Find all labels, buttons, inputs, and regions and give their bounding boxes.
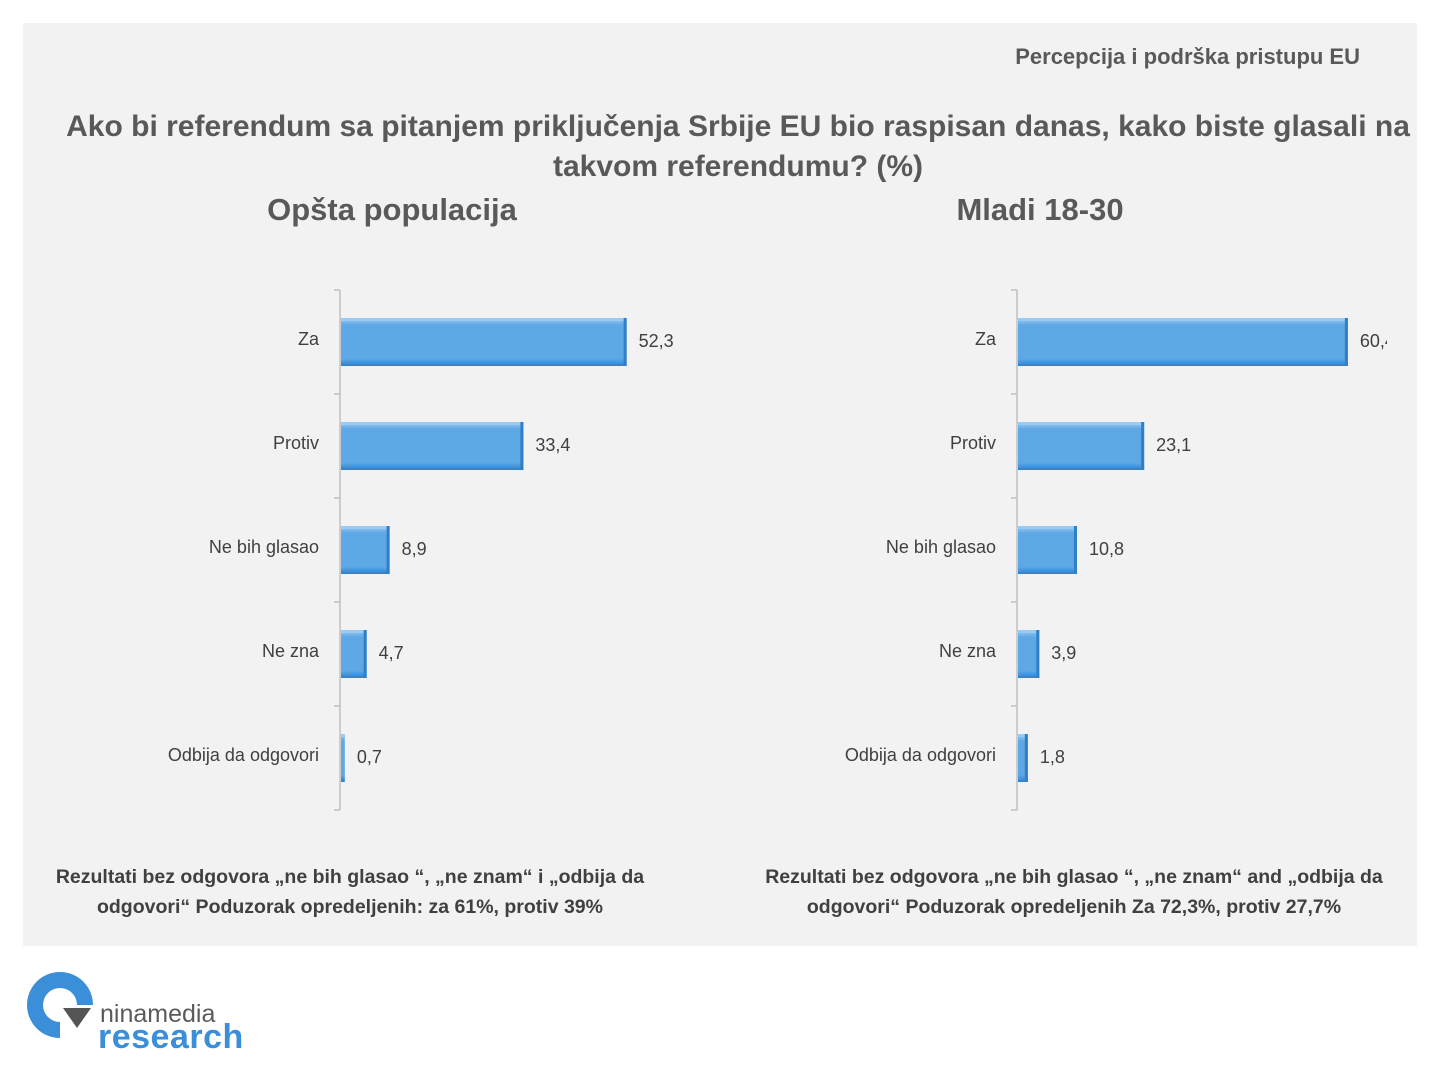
- ninamedia-logo-icon: [27, 972, 100, 1045]
- bar: [341, 630, 367, 678]
- category-label: Ne bih glasao: [886, 537, 996, 557]
- chart-title-youth: Mladi 18-30: [956, 192, 1124, 227]
- bar-highlight: [1018, 422, 1145, 425]
- section-label: Percepcija i podrška pristupu EU: [1015, 44, 1360, 69]
- bar-highlight: [341, 526, 390, 529]
- bar-edge: [1024, 734, 1028, 782]
- bar-edge: [1036, 630, 1040, 678]
- bar: [1018, 734, 1028, 782]
- data-label: 0,7: [357, 747, 382, 767]
- bar-edge: [1344, 318, 1348, 366]
- bar: [341, 734, 345, 782]
- category-label: Ne zna: [262, 641, 320, 661]
- chart-panel: Percepcija i podrška pristupu EU Ako bi …: [23, 23, 1417, 946]
- bar: [341, 526, 390, 574]
- page-title: Ako bi referendum sa pitanjem priključen…: [66, 110, 1410, 183]
- bar: [1018, 318, 1348, 366]
- bar-highlight: [1018, 318, 1348, 321]
- bar-edge: [1073, 526, 1077, 574]
- data-label: 10,8: [1089, 539, 1124, 559]
- bar: [341, 422, 524, 470]
- bar-edge: [623, 318, 627, 366]
- data-label: 33,4: [535, 435, 570, 455]
- bar: [1018, 630, 1040, 678]
- footnote-general-population: Rezultati bez odgovora „ne bih glasao “,…: [55, 866, 645, 918]
- category-label: Za: [298, 329, 320, 349]
- bar-highlight: [1018, 734, 1028, 737]
- category-label: Za: [975, 329, 997, 349]
- bar-highlight: [341, 422, 524, 425]
- bar-highlight: [341, 318, 627, 321]
- bar-chart-general-population: Za 52,3 Protiv 33,4 Ne bih glasao 8,9 Ne zna 4,…: [168, 289, 674, 811]
- logo-brand-text: ninamedia: [100, 1000, 216, 1028]
- bar: [341, 318, 627, 366]
- bar: [1018, 526, 1077, 574]
- category-label: Odbija da odgovori: [168, 745, 319, 765]
- category-label: Odbija da odgovori: [845, 745, 996, 765]
- bar-edge: [520, 422, 524, 470]
- category-label: Protiv: [273, 433, 319, 453]
- bar-highlight: [1018, 630, 1040, 633]
- bar-highlight: [1018, 526, 1077, 529]
- bar: [1018, 422, 1145, 470]
- data-label: 4,7: [379, 643, 404, 663]
- data-label: 52,3: [639, 331, 674, 351]
- data-label: 3,9: [1051, 643, 1076, 663]
- footnote-youth: Rezultati bez odgovora „ne bih glasao “,…: [765, 866, 1383, 918]
- logo-research-text: research: [98, 1018, 244, 1056]
- category-label: Ne zna: [939, 641, 997, 661]
- bar-edge: [386, 526, 390, 574]
- bar-edge: [363, 630, 367, 678]
- data-label: 60,4: [1360, 331, 1387, 351]
- data-label: 8,9: [402, 539, 427, 559]
- chart-title-general-population: Opšta populacija: [267, 192, 517, 227]
- bar-highlight: [341, 630, 367, 633]
- category-label: Ne bih glasao: [209, 537, 319, 557]
- bar-chart-youth: Za 60,4 Protiv 23,1 Ne bih glasao 10,8 Ne zna 3…: [845, 289, 1387, 811]
- data-label: 23,1: [1156, 435, 1191, 455]
- bar-edge: [1141, 422, 1145, 470]
- category-label: Protiv: [950, 433, 996, 453]
- bar-highlight: [341, 734, 345, 737]
- data-label: 1,8: [1040, 747, 1065, 767]
